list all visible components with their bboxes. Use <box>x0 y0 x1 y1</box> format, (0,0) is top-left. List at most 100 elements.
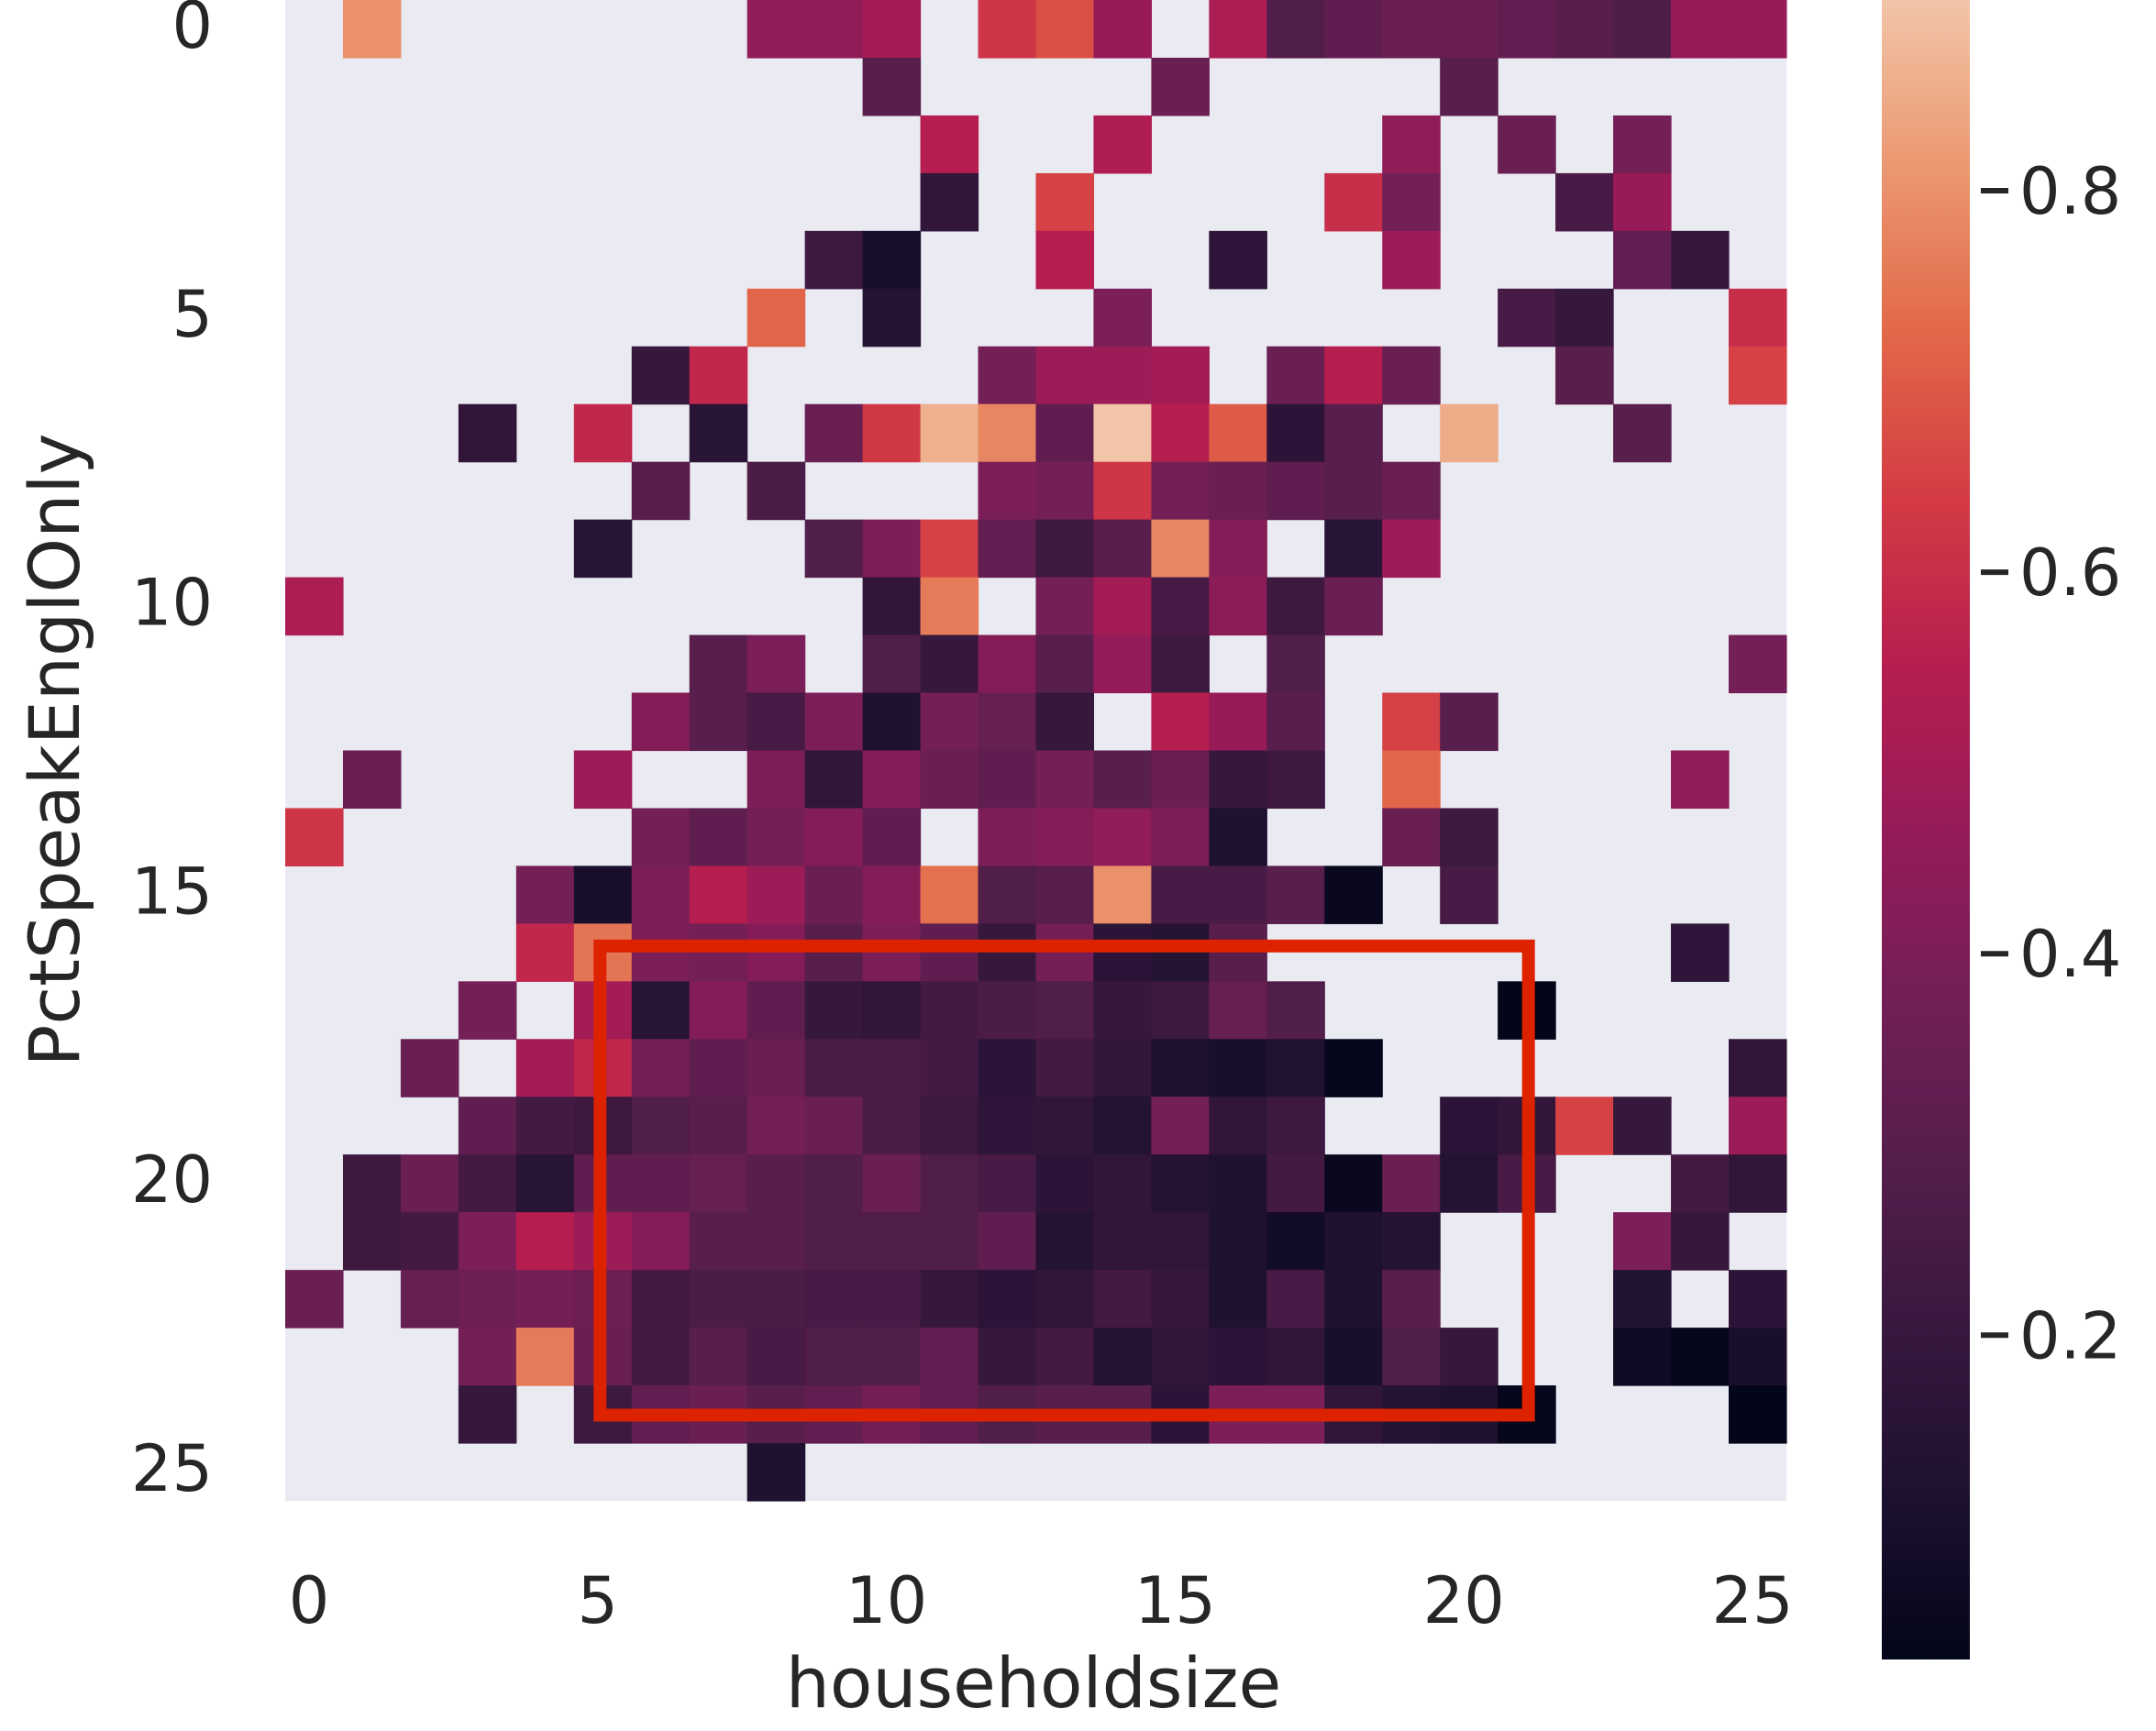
colorbar-tick-label: 0.4 <box>2019 917 2121 992</box>
heatmap-cell <box>978 1270 1037 1329</box>
heatmap-cell <box>631 1097 691 1155</box>
heatmap-cell <box>515 923 575 982</box>
heatmap-cell <box>1324 172 1383 232</box>
y-tick-labels: 0 5 10 15 20 25 <box>131 0 213 1506</box>
heatmap-cell <box>631 923 691 982</box>
heatmap-cell <box>1035 634 1095 694</box>
heatmap-cell <box>978 1154 1037 1213</box>
heatmap-cell <box>1093 1039 1152 1097</box>
heatmap-cells <box>285 0 1787 1502</box>
colorbar-tick-label: 0.2 <box>2019 1298 2121 1373</box>
heatmap-cell <box>920 981 979 1040</box>
heatmap-cell <box>573 519 633 579</box>
heatmap-cell <box>1382 750 1441 810</box>
heatmap-cell <box>1440 1328 1498 1386</box>
heatmap-cell <box>1093 750 1152 810</box>
heatmap-cell <box>1382 692 1441 752</box>
x-tick-label: 20 <box>1423 1563 1505 1638</box>
heatmap-cell <box>862 519 922 579</box>
heatmap-cell <box>631 981 691 1040</box>
heatmap-cell <box>978 808 1037 866</box>
y-axis-label: PctSpeakEnglOnly <box>14 434 95 1067</box>
heatmap-cell <box>1151 519 1210 579</box>
heatmap-cell <box>1729 1385 1787 1444</box>
heatmap-cell <box>1266 1212 1325 1271</box>
heatmap-cell <box>1209 577 1267 636</box>
heatmap-cell <box>1440 808 1498 866</box>
x-tick-label: 25 <box>1711 1563 1793 1638</box>
heatmap-cell <box>920 403 979 463</box>
heatmap-cell <box>1382 519 1441 579</box>
heatmap-cell <box>458 1212 517 1271</box>
heatmap-cell <box>1151 1328 1210 1386</box>
heatmap-cell <box>1382 230 1441 290</box>
heatmap-cell <box>746 288 806 347</box>
heatmap-cell <box>1729 1097 1787 1155</box>
heatmap-cell <box>1671 1212 1730 1271</box>
heatmap-cell <box>1093 1212 1152 1271</box>
x-axis-label: householdsize <box>786 1642 1282 1724</box>
heatmap-cell <box>631 461 691 521</box>
heatmap-cell <box>631 346 691 405</box>
heatmap-cell <box>1093 115 1152 174</box>
heatmap-cell <box>1266 634 1325 694</box>
heatmap-cell <box>746 634 806 694</box>
heatmap-cell <box>862 981 922 1040</box>
heatmap-cell <box>1093 403 1152 463</box>
heatmap-cell <box>631 692 691 752</box>
heatmap-cell <box>515 1039 575 1097</box>
heatmap-cell <box>978 634 1037 694</box>
heatmap-cell <box>1266 403 1325 463</box>
highlight-box <box>593 939 1535 1422</box>
heatmap-cell <box>515 866 575 924</box>
heatmap-cell <box>1209 403 1267 463</box>
heatmap-cell <box>689 403 748 463</box>
colorbar-tick-label: 0.8 <box>2019 154 2121 229</box>
heatmap-cell <box>1035 346 1095 405</box>
heatmap-cell <box>689 1328 748 1386</box>
heatmap-cell <box>1093 577 1152 636</box>
heatmap-cell <box>746 0 806 59</box>
heatmap-cell <box>400 1154 459 1213</box>
heatmap-cell <box>573 403 633 463</box>
heatmap-cell <box>920 519 979 579</box>
heatmap-cell <box>1382 172 1441 232</box>
heatmap-cell <box>689 346 748 405</box>
heatmap-cell <box>862 230 922 290</box>
y-tick-label: 20 <box>131 1142 213 1218</box>
heatmap-cell <box>1266 1270 1325 1329</box>
heatmap-cell <box>804 519 864 579</box>
heatmap-cell <box>1151 403 1210 463</box>
heatmap-cell <box>920 1097 979 1155</box>
heatmap-cell <box>920 923 979 982</box>
heatmap-cell <box>1151 346 1210 405</box>
heatmap-cell <box>804 1328 864 1386</box>
heatmap-cell <box>1613 1212 1672 1271</box>
heatmap-cell <box>1035 519 1095 579</box>
heatmap-cell <box>920 634 979 694</box>
heatmap-cell <box>515 1154 575 1213</box>
heatmap-cell <box>1324 1328 1383 1386</box>
heatmap-cell <box>1209 1039 1267 1097</box>
heatmap-cell <box>1035 230 1095 290</box>
heatmap-cell <box>1035 1097 1095 1155</box>
heatmap-cell <box>1324 519 1383 579</box>
heatmap-cell <box>1555 172 1614 232</box>
heatmap-cell <box>1035 1212 1095 1271</box>
heatmap-cell <box>1035 923 1095 982</box>
heatmap-cell <box>1209 692 1267 752</box>
heatmap-cell <box>1555 0 1614 59</box>
heatmap-cell <box>1324 403 1383 463</box>
heatmap-cell <box>1151 981 1210 1040</box>
heatmap-cell <box>1729 346 1787 405</box>
heatmap-cell <box>573 750 633 810</box>
heatmap-cell <box>1151 923 1210 982</box>
heatmap-cell <box>1151 57 1210 116</box>
heatmap-cell <box>1324 1154 1383 1213</box>
heatmap-cell <box>1093 634 1152 694</box>
heatmap-cell <box>746 1212 806 1271</box>
heatmap-cell <box>1035 808 1095 866</box>
heatmap-cell <box>1440 1097 1498 1155</box>
heatmap-cell <box>1729 1328 1787 1386</box>
heatmap-cell <box>978 0 1037 59</box>
